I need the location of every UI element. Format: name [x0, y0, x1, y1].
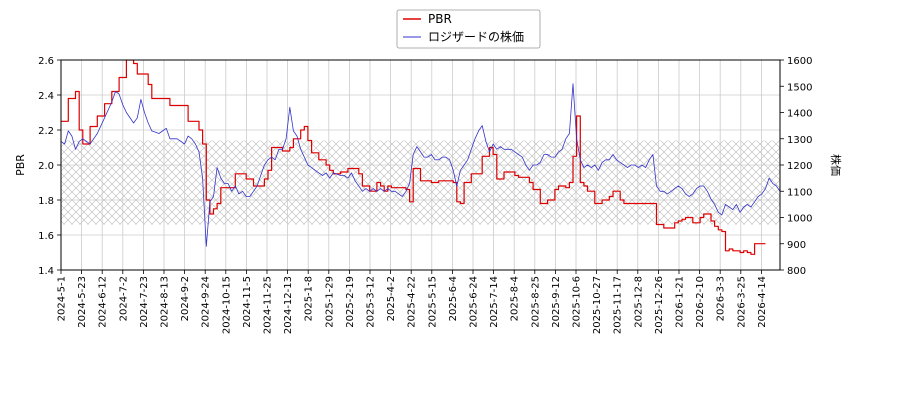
- shaded-band: [61, 140, 780, 225]
- y-right-tick-label: 800: [787, 266, 806, 277]
- x-tick-label: 2024-9-24: [201, 276, 212, 328]
- x-tick-label: 2026-4-14: [757, 276, 768, 328]
- y-right-tick-label: 1500: [787, 82, 812, 93]
- x-tick-label: 2024-9-2: [180, 276, 191, 321]
- x-tick-label: 2026-3-25: [736, 276, 747, 328]
- x-tick-label: 2024-11-25: [263, 276, 274, 334]
- y-axis-left-label: PBR: [14, 154, 27, 176]
- legend-price-label: ロジザードの株価: [428, 29, 524, 44]
- x-tick-label: 2025-1-29: [324, 276, 335, 328]
- legend-pbr-label: PBR: [428, 12, 452, 26]
- y-left-tick-label: 1.6: [38, 231, 54, 242]
- y-right-tick-label: 1600: [787, 56, 812, 67]
- y-axis-right-label: 株価: [829, 154, 843, 176]
- y-right-tick-label: 1400: [787, 109, 812, 120]
- x-tick-label: 2025-7-14: [489, 276, 500, 328]
- x-tick-label: 2025-8-25: [530, 276, 541, 328]
- x-tick-label: 2025-4-22: [407, 276, 418, 328]
- x-tick-label: 2025-9-12: [551, 276, 562, 328]
- x-tick-label: 2025-6-24: [469, 276, 480, 328]
- legend-box: [396, 9, 541, 49]
- x-tick-label: 2025-11-17: [613, 276, 624, 334]
- y-right-tick-label: 900: [787, 240, 806, 251]
- legend: PBR ロジザードの株価: [396, 9, 541, 49]
- y-right-tick-label: 1300: [787, 135, 812, 146]
- y-left-tick-label: 1.4: [38, 266, 54, 277]
- x-tick-label: 2024-5-23: [77, 276, 88, 328]
- x-tick-label: 2024-12-13: [283, 276, 294, 334]
- grid: [60, 59, 780, 271]
- x-tick-label: 2024-7-2: [118, 276, 129, 321]
- x-tick-label: 2025-3-12: [366, 276, 377, 328]
- y-right-tick-label: 1000: [787, 214, 812, 225]
- x-tick-label: 2025-10-27: [592, 276, 603, 334]
- x-axis-ticks: 2024-5-1 2024-5-23 2024-6-12 2024-7-2 2024-7…: [57, 270, 768, 334]
- x-tick-label: 2025-12-26: [654, 276, 665, 334]
- y-right-tick-label: 1100: [787, 187, 812, 198]
- x-tick-label: 2025-2-19: [345, 276, 356, 328]
- y-axis-right-ticks: 800 900 1000 1100 1200 1300 1400 1500 1600: [780, 56, 812, 277]
- x-tick-label: 2025-12-8: [633, 276, 644, 328]
- x-tick-label: 2026-3-3: [716, 276, 727, 321]
- y-right-tick-label: 1200: [787, 161, 812, 172]
- y-left-tick-label: 2.2: [38, 126, 54, 137]
- x-tick-label: 2024-8-13: [160, 276, 171, 328]
- series-pbr-line: [61, 60, 766, 255]
- x-tick-label: 2025-10-6: [572, 276, 583, 328]
- x-tick-label: 2025-8-4: [510, 276, 521, 321]
- series-price-line: [61, 83, 780, 247]
- y-axis-left-ticks: 1.4 1.6 1.8 2.0 2.2 2.4 2.6: [38, 56, 61, 277]
- x-tick-label: 2026-2-10: [695, 276, 706, 328]
- x-tick-label: 2024-10-15: [221, 276, 232, 334]
- y-left-tick-label: 2.4: [38, 91, 54, 102]
- x-tick-label: 2024-11-5: [242, 276, 253, 328]
- x-tick-label: 2024-6-12: [98, 276, 109, 328]
- y-left-tick-label: 1.8: [38, 196, 54, 207]
- y-left-tick-label: 2.0: [38, 161, 54, 172]
- x-tick-label: 2025-5-15: [427, 276, 438, 328]
- y-left-tick-label: 2.6: [38, 56, 54, 67]
- x-tick-label: 2026-1-21: [675, 276, 686, 328]
- x-tick-label: 2024-5-1: [57, 276, 68, 321]
- x-tick-label: 2025-4-2: [386, 276, 397, 321]
- x-tick-label: 2024-7-23: [139, 276, 150, 328]
- x-tick-label: 2025-1-8: [304, 276, 315, 321]
- x-tick-label: 2025-6-4: [448, 276, 459, 321]
